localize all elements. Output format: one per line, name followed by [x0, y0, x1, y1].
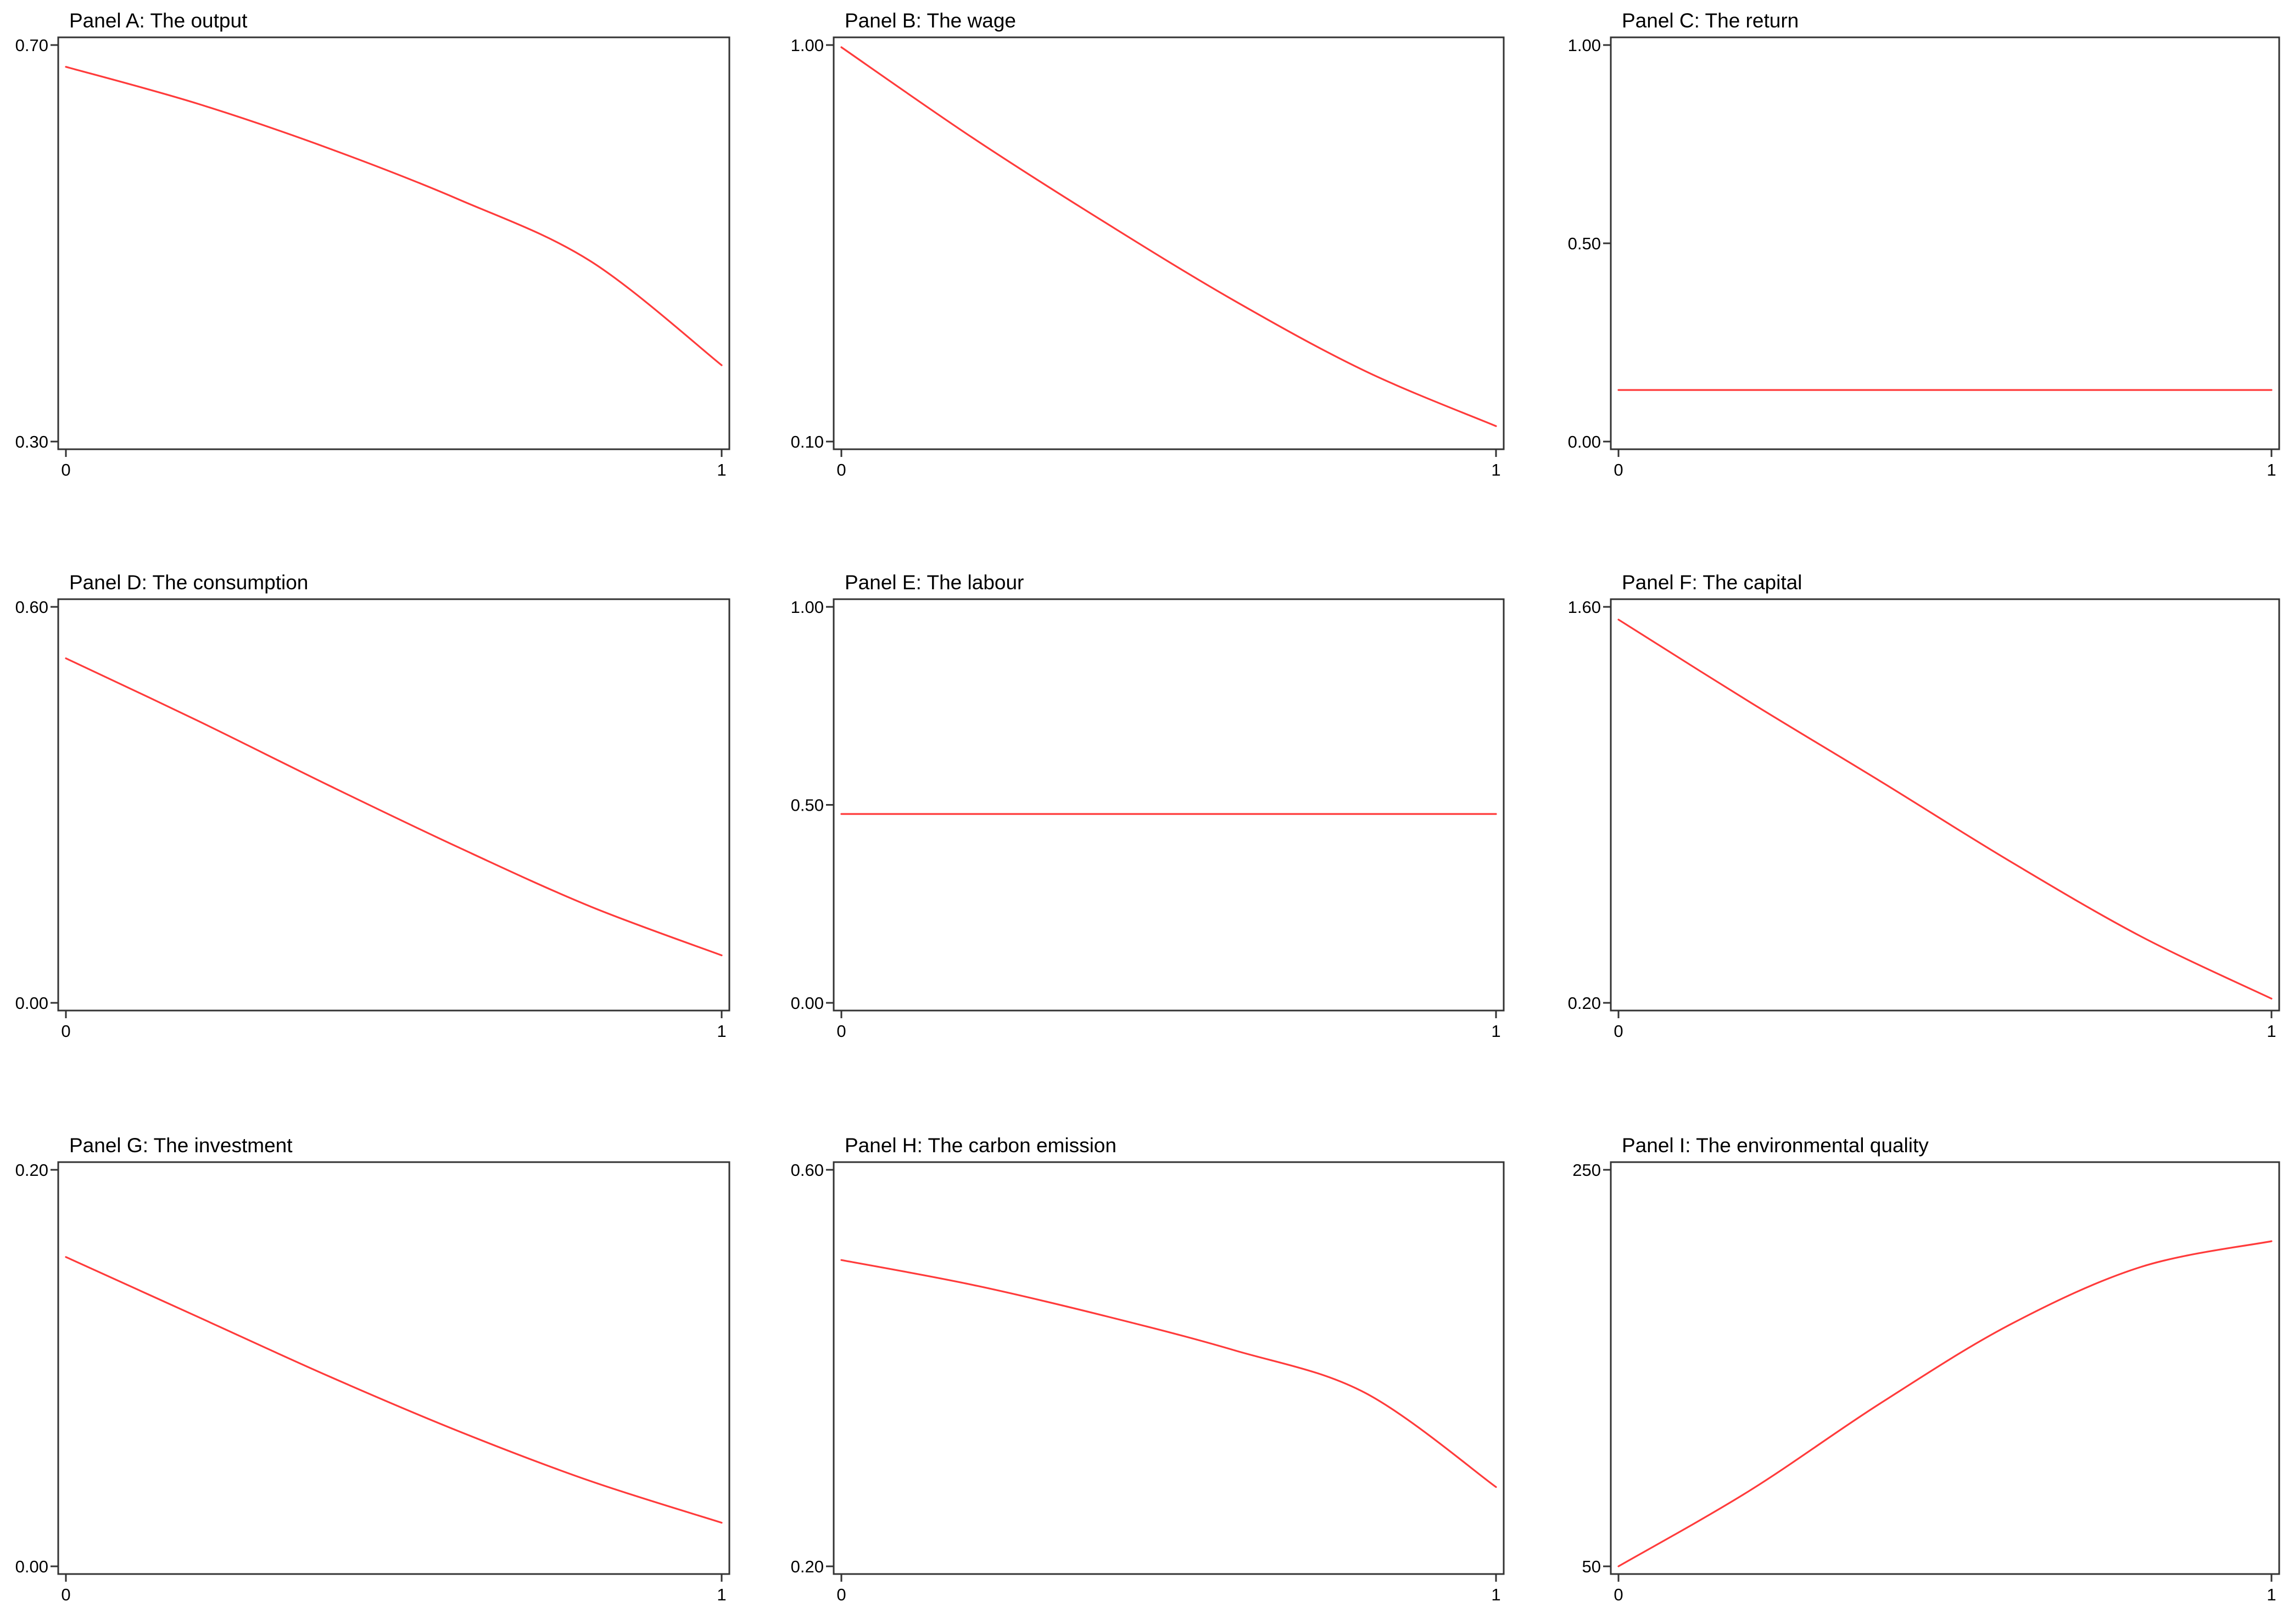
series-line	[1617, 618, 2273, 1000]
series-line	[65, 1256, 723, 1524]
panel-e: Panel E: The labour 0.00 0.50 1.00 0 1	[791, 571, 1505, 1041]
panel-title: Panel I: The environmental quality	[1622, 1134, 1929, 1157]
y-tick-label: 0.20	[15, 1160, 48, 1180]
panel-title: Panel H: The carbon emission	[845, 1134, 1117, 1157]
y-tick-label: 1.00	[791, 598, 824, 617]
panel-a: Panel A: The output 0.30 0.70 0 1	[15, 9, 730, 479]
x-tick-label: 1	[717, 460, 726, 479]
panel-f: Panel F: The capital 0.20 1.60 0 1	[1568, 571, 2280, 1041]
plot-frame	[1610, 598, 2280, 1012]
x-tick-label: 0	[836, 1022, 846, 1041]
panel-d: Panel D: The consumption 0.00 0.60 0 1	[15, 571, 730, 1041]
series-line	[840, 1259, 1497, 1488]
x-tick-label: 1	[1491, 1585, 1500, 1604]
y-tick-label: 0.00	[15, 994, 48, 1013]
x-tick-label: 1	[717, 1585, 726, 1604]
y-tick-label: 0.00	[1568, 432, 1601, 451]
plot-frame	[833, 36, 1505, 450]
x-tick-label: 0	[61, 1585, 70, 1604]
series-line	[840, 46, 1497, 427]
panel-b: Panel B: The wage 0.10 1.00 0 1	[791, 9, 1505, 479]
x-tick-label: 1	[717, 1022, 726, 1041]
panel-title: Panel C: The return	[1622, 9, 1799, 32]
x-tick-label: 0	[1614, 1585, 1623, 1604]
plot-frame	[57, 598, 730, 1012]
panel-title: Panel B: The wage	[845, 9, 1016, 32]
x-tick-label: 0	[1614, 460, 1623, 479]
y-tick-label: 0.20	[791, 1557, 824, 1576]
x-tick-label: 1	[1491, 1022, 1500, 1041]
plot-frame	[1610, 36, 2280, 450]
series-line	[65, 657, 723, 957]
panel-c: Panel C: The return 0.00 0.50 1.00 0 1	[1568, 9, 2280, 479]
y-tick-label: 250	[1572, 1160, 1601, 1180]
x-tick-label: 1	[2267, 460, 2276, 479]
x-tick-label: 0	[836, 1585, 846, 1604]
y-tick-label: 1.00	[791, 36, 824, 55]
y-tick-label: 0.60	[791, 1160, 824, 1180]
panel-title: Panel D: The consumption	[69, 571, 308, 594]
x-tick-label: 1	[2267, 1585, 2276, 1604]
panel-title: Panel E: The labour	[845, 571, 1024, 594]
series-line	[1617, 1240, 2273, 1567]
x-tick-label: 0	[1614, 1022, 1623, 1041]
plot-frame	[57, 36, 730, 450]
x-tick-label: 1	[1491, 460, 1500, 479]
x-tick-label: 1	[2267, 1022, 2276, 1041]
panel-i: Panel I: The environmental quality 50 250 0…	[1572, 1134, 2280, 1604]
plot-frame	[57, 1161, 730, 1575]
y-tick-label: 1.60	[1568, 598, 1601, 617]
y-tick-label: 0.50	[791, 796, 824, 815]
x-tick-label: 0	[61, 460, 70, 479]
plot-frame	[833, 1161, 1505, 1575]
y-tick-label: 0.20	[1568, 994, 1601, 1013]
panel-title: Panel F: The capital	[1622, 571, 1802, 594]
panel-g: Panel G: The investment 0.00 0.20 0 1	[15, 1134, 730, 1604]
plot-frame	[1610, 1161, 2280, 1575]
x-tick-label: 0	[61, 1022, 70, 1041]
y-tick-label: 0.60	[15, 598, 48, 617]
y-tick-label: 1.00	[1568, 36, 1601, 55]
series-line	[65, 66, 723, 366]
plot-frame	[833, 598, 1505, 1012]
y-tick-label: 50	[1582, 1557, 1601, 1576]
y-tick-label: 0.00	[15, 1557, 48, 1576]
y-tick-label: 0.70	[15, 36, 48, 55]
y-tick-label: 0.10	[791, 432, 824, 451]
panel-title: Panel A: The output	[69, 9, 248, 32]
y-tick-label: 0.00	[791, 994, 824, 1013]
y-tick-label: 0.30	[15, 432, 48, 451]
panel-title: Panel G: The investment	[69, 1134, 293, 1157]
panel-h: Panel H: The carbon emission 0.20 0.60 0 1	[791, 1134, 1505, 1604]
y-tick-label: 0.50	[1568, 234, 1601, 253]
x-tick-label: 0	[836, 460, 846, 479]
